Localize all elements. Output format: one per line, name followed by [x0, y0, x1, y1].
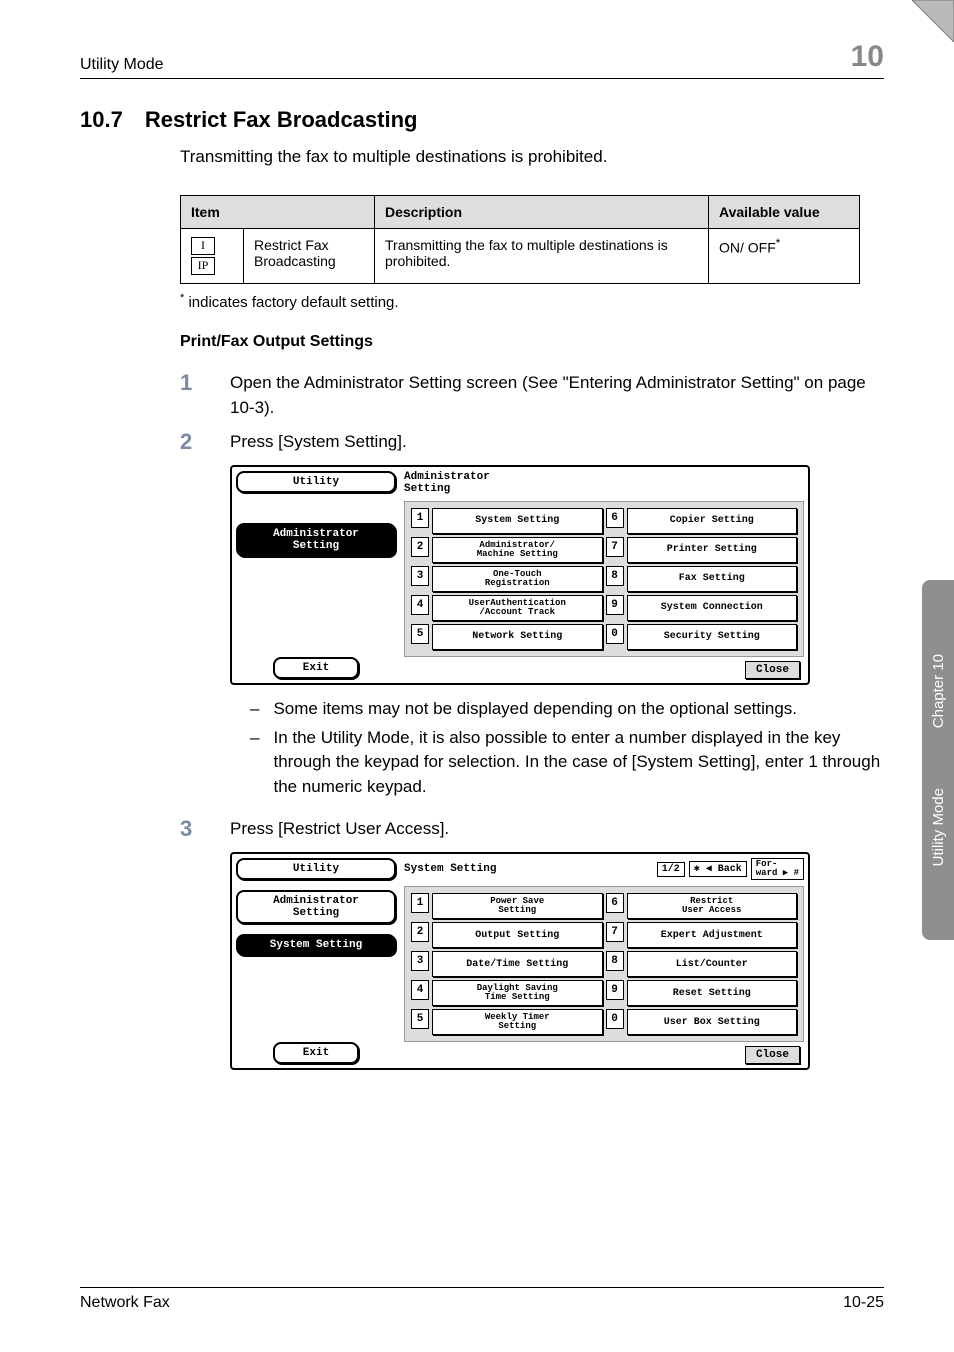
item-available-value: ON/ OFF*: [709, 229, 860, 284]
th-desc: Description: [375, 196, 709, 229]
lcd-btn-system-setting[interactable]: System Setting: [432, 508, 603, 534]
lcd-btn-system-connection[interactable]: System Connection: [627, 595, 798, 621]
lcd-btn-weekly-timer[interactable]: Weekly Timer Setting: [432, 1009, 603, 1035]
spec-table: Item Description Available value I IP Re…: [180, 195, 860, 284]
step-text: Open the Administrator Setting screen (S…: [230, 371, 884, 420]
step-number: 3: [180, 817, 206, 842]
lcd-title: Administrator Setting: [404, 471, 804, 495]
lcd-btn-output-setting[interactable]: Output Setting: [432, 922, 603, 948]
side-tab-chapter: Chapter 10: [930, 654, 947, 728]
lcd-btn-fax-setting[interactable]: Fax Setting: [627, 566, 798, 592]
lcd-btn-user-box-setting[interactable]: User Box Setting: [627, 1009, 798, 1035]
step-number: 2: [180, 430, 206, 455]
lcd-page-indicator: 1/2: [657, 862, 685, 877]
lcd-pill-utility[interactable]: Utility: [236, 858, 396, 880]
lcd-pill-admin-setting[interactable]: Administrator Setting: [236, 890, 396, 924]
lcd-btn-network-setting[interactable]: Network Setting: [432, 624, 603, 650]
badge-i: I: [191, 237, 215, 255]
lcd-close-button[interactable]: Close: [745, 661, 800, 679]
lcd-btn-printer-setting[interactable]: Printer Setting: [627, 537, 798, 563]
step-text: Press [System Setting].: [230, 430, 884, 455]
step-notes: –Some items may not be displayed dependi…: [250, 697, 884, 800]
header-left: Utility Mode: [80, 56, 164, 74]
step-text: Press [Restrict User Access].: [230, 817, 884, 842]
lcd-btn-list-counter[interactable]: List/Counter: [627, 951, 798, 977]
section-number: 10.7: [80, 107, 123, 133]
lcd-btn-power-save[interactable]: Power Save Setting: [432, 893, 603, 919]
lcd-pill-system-setting[interactable]: System Setting: [236, 934, 396, 956]
item-description: Transmitting the fax to multiple destina…: [375, 229, 709, 284]
step-2: 2 Press [System Setting].: [180, 430, 884, 455]
lcd-menu-grid: 1 System Setting 6 Copier Setting 2 Admi…: [404, 501, 804, 657]
item-badges: I IP: [191, 237, 233, 275]
footnote: * indicates factory default setting.: [180, 292, 884, 311]
lcd-pill-utility[interactable]: Utility: [236, 471, 396, 493]
lcd-btn-date-time[interactable]: Date/Time Setting: [432, 951, 603, 977]
lcd-btn-one-touch[interactable]: One-Touch Registration: [432, 566, 603, 592]
lcd-admin-panel: Utility Administrator Setting Exit Admin…: [230, 465, 810, 685]
lcd-btn-restrict-user-access[interactable]: Restrict User Access: [627, 893, 798, 919]
lcd-back-button[interactable]: ✱ ◀ Back: [689, 861, 747, 877]
lcd-title: System Setting: [404, 863, 496, 875]
th-item: Item: [181, 196, 375, 229]
step-3: 3 Press [Restrict User Access].: [180, 817, 884, 842]
lcd-btn-user-auth[interactable]: UserAuthentication /Account Track: [432, 595, 603, 621]
lcd-forward-button[interactable]: For- ward ▶ #: [751, 858, 804, 880]
lcd-exit-button[interactable]: Exit: [273, 1042, 359, 1064]
lcd-btn-expert-adjustment[interactable]: Expert Adjustment: [627, 922, 798, 948]
page-footer: Network Fax 10-25: [80, 1287, 884, 1312]
lcd-btn-reset-setting[interactable]: Reset Setting: [627, 980, 798, 1006]
lcd-exit-button[interactable]: Exit: [273, 657, 359, 679]
badge-ip: IP: [191, 257, 215, 275]
corner-fold-icon: [912, 0, 954, 42]
lcd-system-panel: Utility Administrator Setting System Set…: [230, 852, 810, 1070]
lcd-close-button[interactable]: Close: [745, 1046, 800, 1064]
footer-left: Network Fax: [80, 1294, 170, 1312]
footer-right: 10-25: [843, 1294, 884, 1312]
section-intro: Transmitting the fax to multiple destina…: [180, 147, 884, 167]
th-value: Available value: [709, 196, 860, 229]
lcd-pill-admin-setting[interactable]: Administrator Setting: [236, 523, 396, 557]
subsection-heading: Print/Fax Output Settings: [180, 333, 884, 351]
lcd-btn-daylight-saving[interactable]: Daylight Saving Time Setting: [432, 980, 603, 1006]
section-title: Restrict Fax Broadcasting: [145, 107, 418, 133]
lcd-btn-admin-machine[interactable]: Administrator/ Machine Setting: [432, 537, 603, 563]
item-name: Restrict Fax Broadcasting: [244, 229, 375, 284]
lcd-btn-copier-setting[interactable]: Copier Setting: [627, 508, 798, 534]
side-tab-mode: Utility Mode: [930, 788, 947, 866]
side-thumb-tab: Chapter 10 Utility Mode: [922, 580, 954, 940]
step-1: 1 Open the Administrator Setting screen …: [180, 371, 884, 420]
lcd-menu-grid: 1 Power Save Setting 6 Restrict User Acc…: [404, 886, 804, 1042]
header-chapter-number: 10: [851, 40, 884, 74]
running-header: Utility Mode 10: [80, 40, 884, 79]
lcd-btn-security-setting[interactable]: Security Setting: [627, 624, 798, 650]
step-number: 1: [180, 371, 206, 420]
